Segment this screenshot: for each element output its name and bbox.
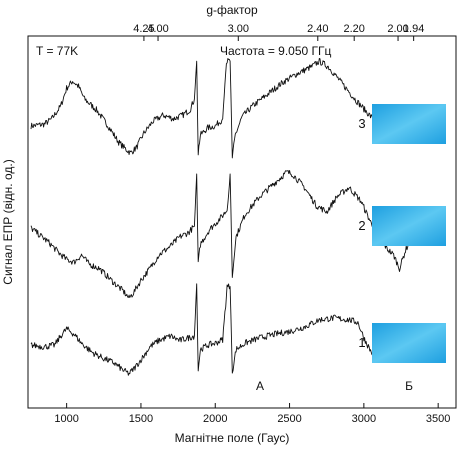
g-tick-label: 4.25 (133, 23, 154, 35)
x-tick-label: 1000 (54, 413, 78, 425)
epr-trace-1 (30, 283, 441, 376)
temperature-label: T = 77K (36, 44, 78, 58)
epr-trace-2 (30, 170, 441, 299)
plot-frame (27, 35, 457, 409)
x-tick-label: 2000 (203, 413, 227, 425)
panel-a-label: А (256, 379, 264, 393)
y-axis-label: Сигнал ЕПР (відн. од.) (1, 159, 15, 284)
x-tick-label: 3000 (352, 413, 376, 425)
trace-label-2: 2 (358, 218, 365, 233)
g-tick-label: 3.00 (228, 23, 249, 35)
x-axis-label: Магнітне поле (Гаус) (175, 431, 290, 445)
sample-swatch-3 (372, 104, 446, 144)
top-axis-label: g-фактор (206, 3, 258, 17)
epr-traces: 3 2 1 (30, 57, 441, 376)
trace-label-3: 3 (358, 116, 365, 131)
trace-label-1: 1 (358, 335, 365, 350)
frequency-label: Частота = 9.050 ГГц (220, 44, 332, 58)
sample-swatch-2 (372, 206, 446, 246)
g-tick-label: 2.40 (307, 23, 328, 35)
sample-swatches (372, 104, 446, 363)
g-tick-label: 1.94 (403, 23, 424, 35)
g-tick-label: 2.00 (387, 23, 408, 35)
x-tick-label: 1500 (129, 413, 153, 425)
g-tick-label: 2.20 (343, 23, 364, 35)
x-axis-ticks: 1000 1500 2000 2500 3000 3500 (54, 403, 450, 425)
sample-swatch-1 (372, 323, 446, 363)
epr-trace-3 (30, 57, 440, 159)
panel-b-label: Б (405, 379, 413, 393)
x-tick-label: 2500 (277, 413, 301, 425)
x-tick-label: 3500 (426, 413, 450, 425)
g-tick-label: 4.00 (147, 23, 168, 35)
g-factor-ticks: 4.254.00 3.00 2.40 2.20 2.001.94 (133, 23, 424, 41)
